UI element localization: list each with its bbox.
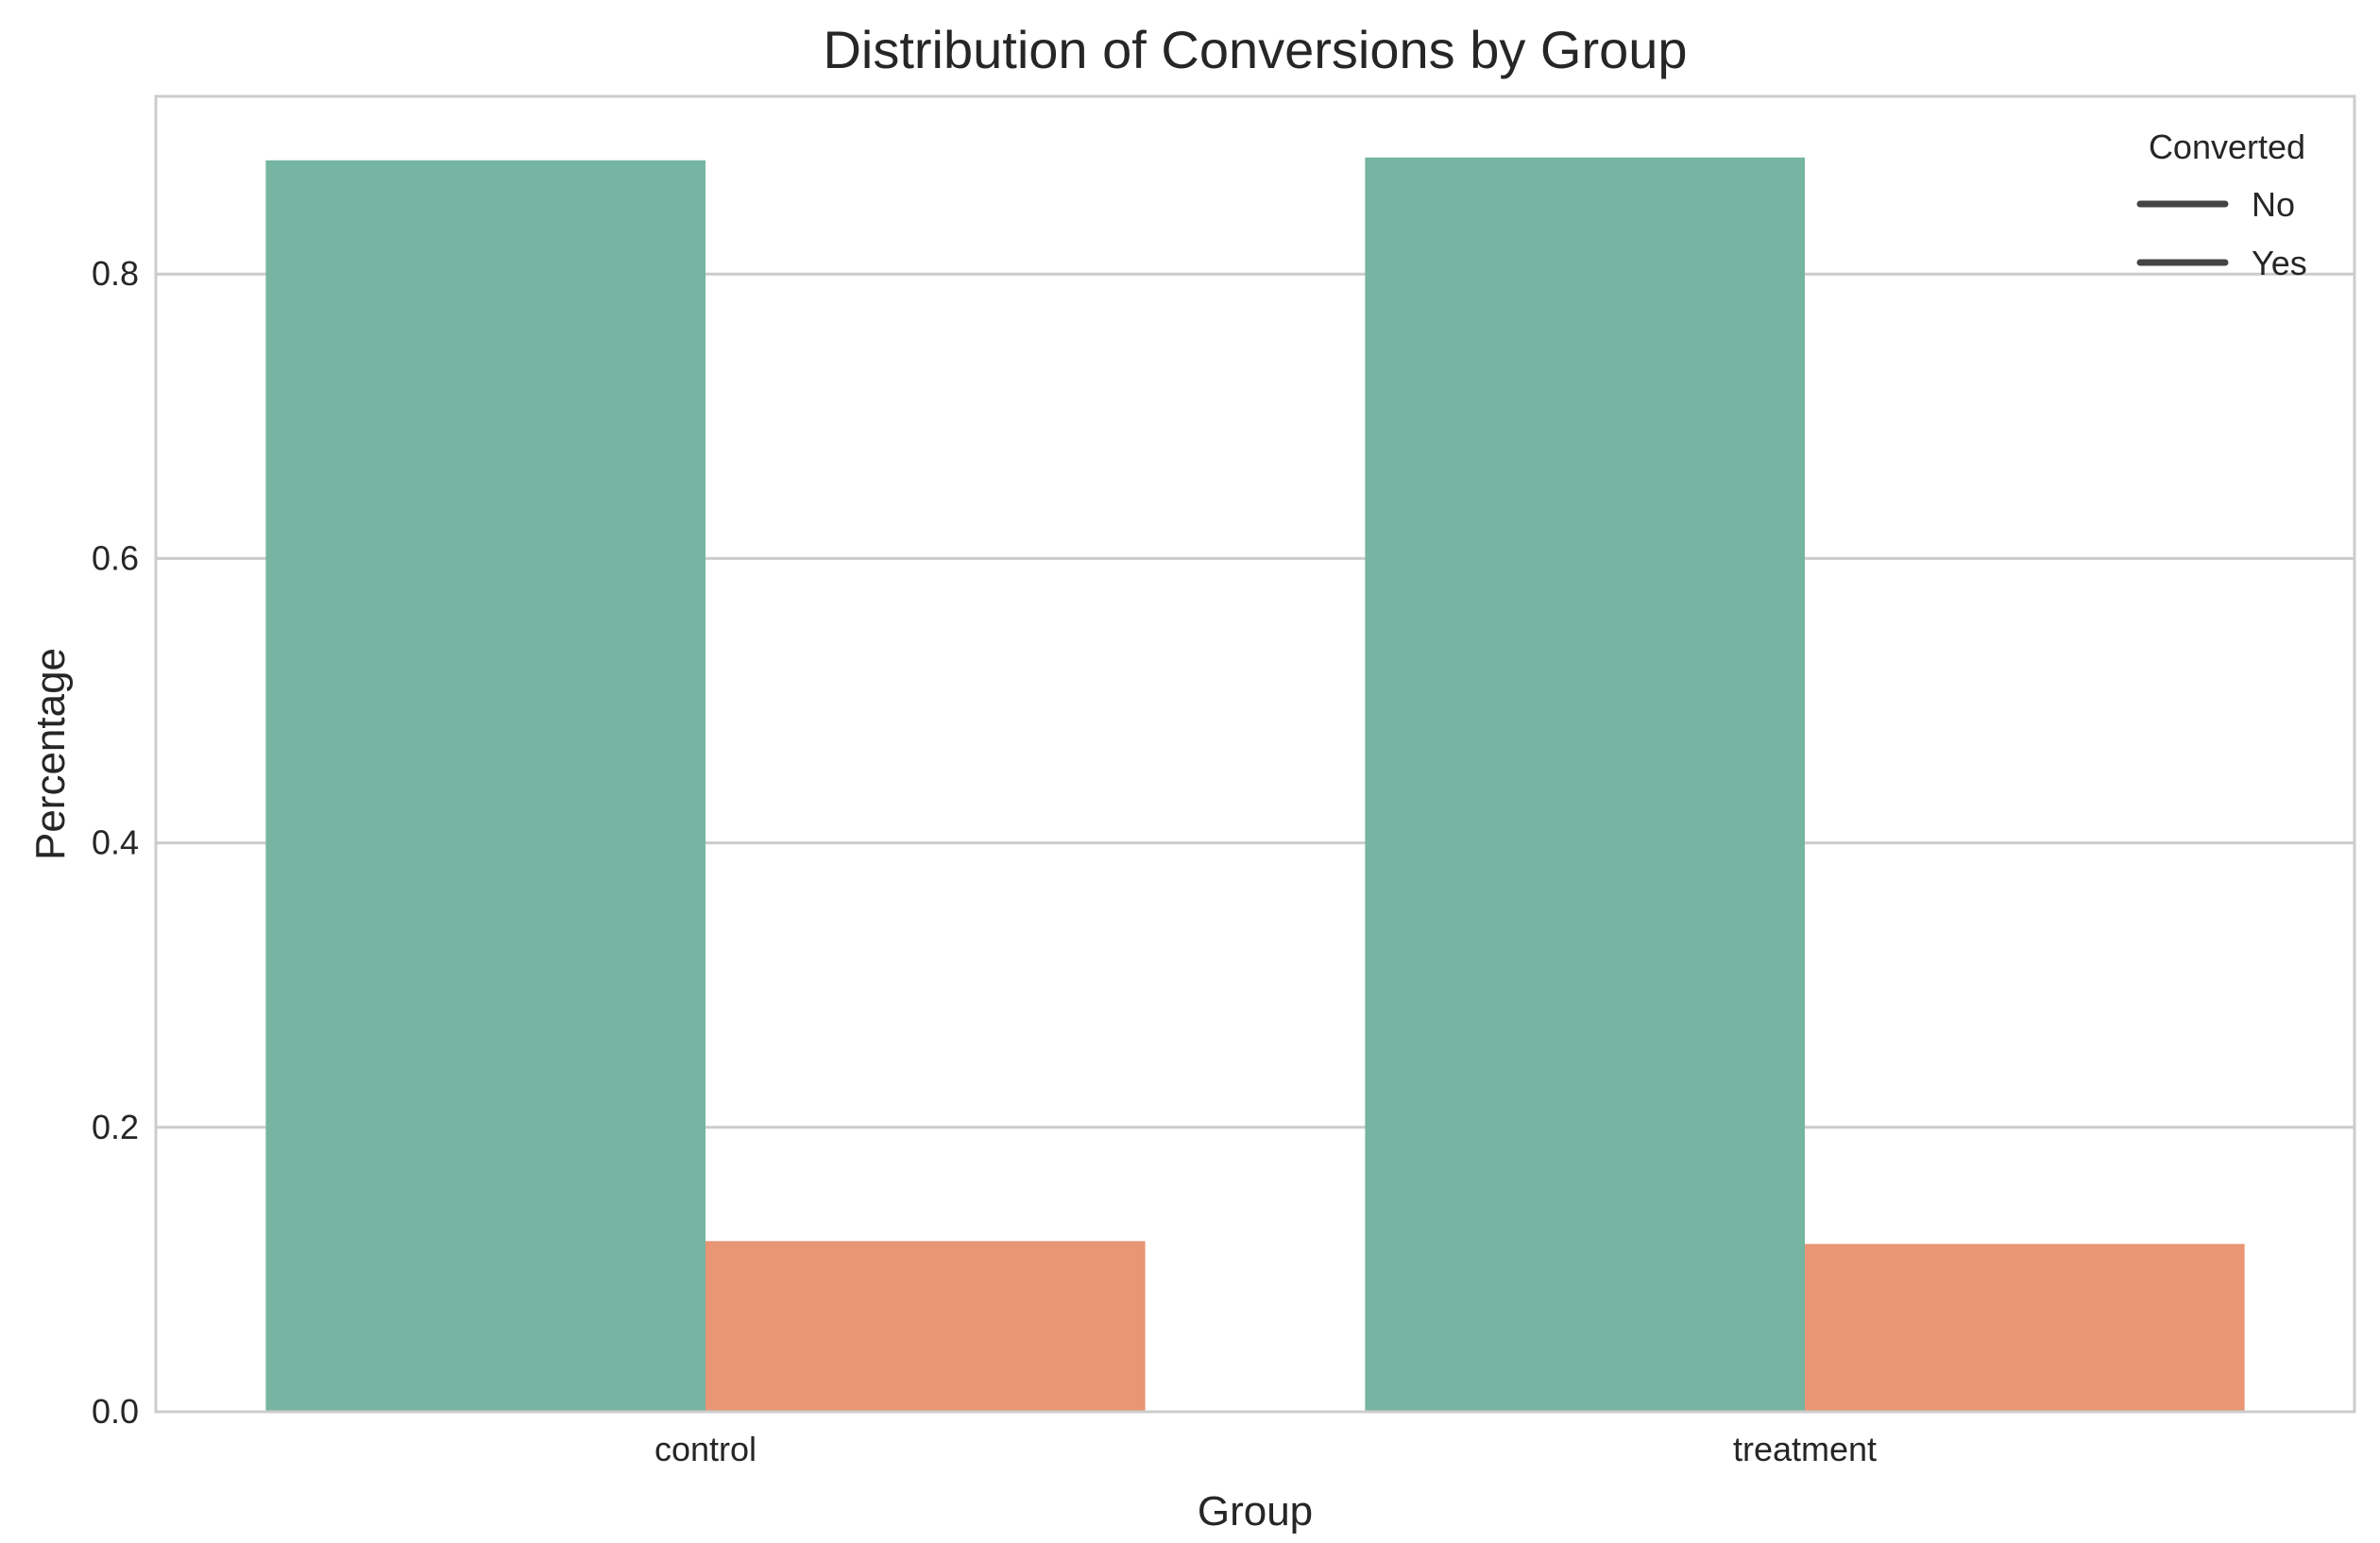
y-tick-label: 0.6: [92, 538, 139, 577]
legend: Converted No Yes: [2136, 127, 2307, 282]
y-axis-label: Percentage: [27, 648, 74, 860]
legend-label-yes: Yes: [2252, 244, 2307, 282]
x-tick-label: treatment: [1733, 1430, 1877, 1468]
bar-layer: [265, 157, 2245, 1413]
y-tick-label: 0.8: [92, 254, 139, 293]
x-tick-layer: control treatment: [654, 1430, 1877, 1468]
y-tick-label: 0.0: [92, 1392, 139, 1431]
plot-frame: [154, 94, 2356, 1414]
y-tick-label: 0.2: [92, 1108, 139, 1146]
legend-label-no: No: [2252, 185, 2295, 224]
bar-control-no: [265, 160, 706, 1412]
x-tick-label: control: [654, 1430, 756, 1468]
chart-title: Distribution of Conversions by Group: [823, 20, 1687, 79]
y-tick-label: 0.4: [92, 823, 139, 862]
y-tick-layer: 0.0 0.2 0.4 0.6 0.8: [92, 254, 139, 1431]
bar-control-yes: [706, 1241, 1146, 1412]
legend-title: Converted: [2149, 127, 2305, 166]
bar-treatment-no: [1365, 157, 1805, 1413]
x-axis-label: Group: [1198, 1488, 1313, 1535]
bar-treatment-yes: [1805, 1244, 2245, 1412]
